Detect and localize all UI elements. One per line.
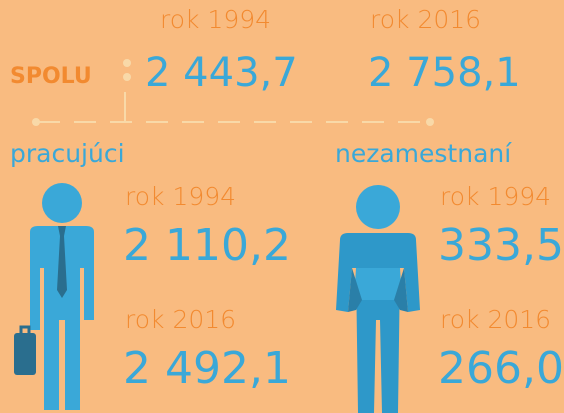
year-label: rok 2016 [370, 5, 481, 34]
total-value: 2 443,7 [145, 50, 298, 96]
year-label: rok 1994 [440, 182, 551, 211]
colon-dot [123, 59, 131, 67]
total-label: SPOLU [10, 64, 92, 89]
year-label: rok 1994 [160, 5, 271, 34]
group-label: pracujúci [10, 139, 125, 168]
unemployed-icon [336, 185, 420, 413]
year-label: rok 2016 [440, 305, 551, 334]
value: 2 492,1 [123, 343, 291, 394]
connector-dot [426, 118, 434, 126]
year-label: rok 1994 [125, 182, 236, 211]
value: 2 110,2 [123, 220, 291, 271]
worker-icon [14, 183, 94, 410]
group-label: nezamestnaní [335, 139, 512, 168]
total-value: 2 758,1 [368, 50, 521, 96]
value: 266,0 [438, 343, 564, 394]
value: 333,5 [438, 220, 564, 271]
connector [38, 92, 428, 123]
colon-dot [123, 73, 131, 81]
year-label: rok 2016 [125, 305, 236, 334]
connector-dot [32, 118, 40, 126]
